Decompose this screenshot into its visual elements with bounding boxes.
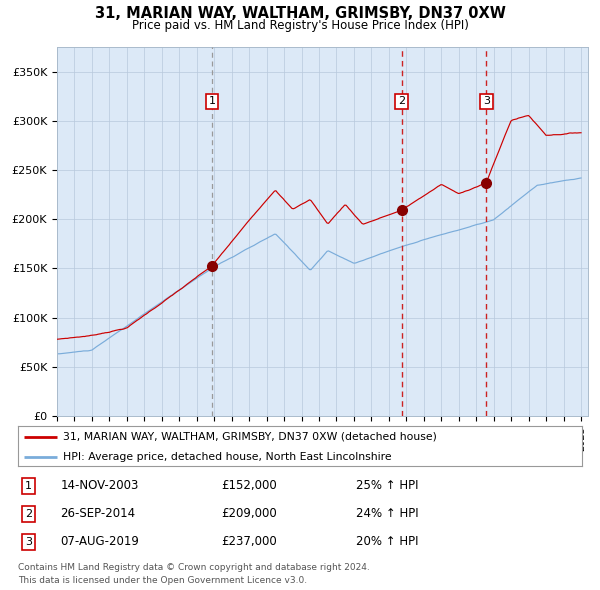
Text: Contains HM Land Registry data © Crown copyright and database right 2024.: Contains HM Land Registry data © Crown c…: [18, 563, 370, 572]
Text: 2: 2: [25, 509, 32, 519]
Text: 26-SEP-2014: 26-SEP-2014: [60, 507, 136, 520]
Text: 31, MARIAN WAY, WALTHAM, GRIMSBY, DN37 0XW (detached house): 31, MARIAN WAY, WALTHAM, GRIMSBY, DN37 0…: [63, 432, 437, 442]
Text: Price paid vs. HM Land Registry's House Price Index (HPI): Price paid vs. HM Land Registry's House …: [131, 19, 469, 32]
Text: 07-AUG-2019: 07-AUG-2019: [60, 535, 139, 548]
Text: 3: 3: [483, 96, 490, 106]
Text: HPI: Average price, detached house, North East Lincolnshire: HPI: Average price, detached house, Nort…: [63, 453, 392, 463]
Text: This data is licensed under the Open Government Licence v3.0.: This data is licensed under the Open Gov…: [18, 576, 307, 585]
Text: 1: 1: [208, 96, 215, 106]
Text: £237,000: £237,000: [221, 535, 277, 548]
Text: 2: 2: [398, 96, 405, 106]
Text: 20% ↑ HPI: 20% ↑ HPI: [356, 535, 419, 548]
Text: 24% ↑ HPI: 24% ↑ HPI: [356, 507, 419, 520]
Text: 14-NOV-2003: 14-NOV-2003: [60, 480, 139, 493]
Text: 31, MARIAN WAY, WALTHAM, GRIMSBY, DN37 0XW: 31, MARIAN WAY, WALTHAM, GRIMSBY, DN37 0…: [95, 6, 505, 21]
Text: 3: 3: [25, 537, 32, 547]
Text: £209,000: £209,000: [221, 507, 277, 520]
Text: 25% ↑ HPI: 25% ↑ HPI: [356, 480, 419, 493]
Text: £152,000: £152,000: [221, 480, 277, 493]
Text: 1: 1: [25, 481, 32, 491]
